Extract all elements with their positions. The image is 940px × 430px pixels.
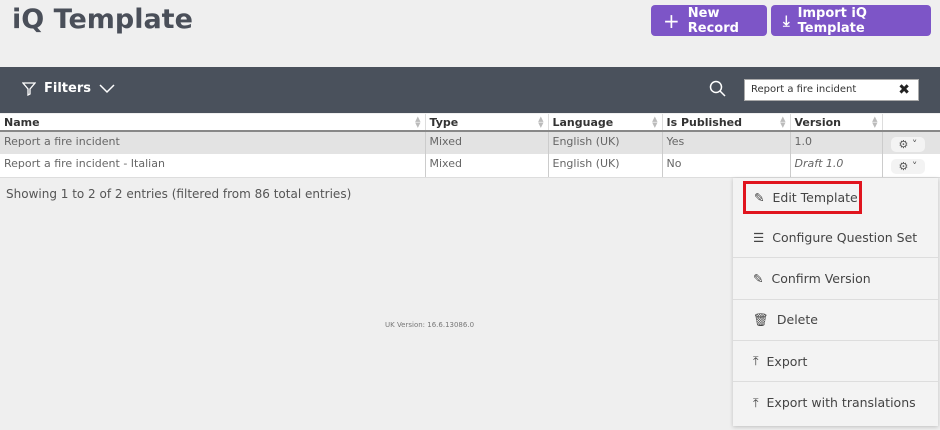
- edit-icon: ✎: [753, 270, 764, 286]
- cell-type: Mixed: [425, 131, 549, 154]
- cell-version: 1.0: [790, 131, 883, 154]
- column-header-type[interactable]: Type ▲ ▼: [425, 114, 549, 132]
- templates-table: Name ▲ ▼ Type ▲ ▼ Language ▲ ▼ Is Published ▲ ▼ …: [0, 114, 940, 178]
- table-row: Report a fire incident - Italian Mixed E…: [0, 154, 940, 178]
- plus-icon: +: [663, 8, 680, 33]
- filter-icon: [22, 81, 36, 96]
- import-template-button[interactable]: ⤓ Import iQ Template: [771, 5, 931, 36]
- filters-toggle[interactable]: Filters: [22, 81, 115, 96]
- menu-item-confirm-version[interactable]: ✎ Confirm Version: [733, 258, 938, 300]
- cell-type: Mixed: [425, 154, 549, 178]
- entries-info: Showing 1 to 2 of 2 entries (filtered fr…: [6, 187, 352, 201]
- sort-icon: ▲ ▼: [652, 115, 658, 129]
- column-header-name[interactable]: Name ▲ ▼: [0, 114, 426, 132]
- column-header-version[interactable]: Version ▲ ▼: [790, 114, 883, 132]
- new-record-button[interactable]: + New Record: [651, 5, 767, 36]
- chevron-down-icon: [99, 83, 115, 93]
- menu-item-edit-template[interactable]: ✎ Edit Template: [743, 181, 862, 214]
- clear-search-icon[interactable]: ✖: [898, 82, 910, 98]
- column-header-language[interactable]: Language ▲ ▼: [548, 114, 663, 132]
- edit-icon: ✎: [754, 190, 765, 205]
- gear-icon[interactable]: ⚙ ˅: [890, 137, 926, 152]
- cell-published: Yes: [662, 131, 791, 154]
- actions-menu: ✎ Edit Template ☰ Configure Question Set ✎…: [733, 178, 938, 426]
- cell-name: Report a fire incident - Italian: [0, 154, 426, 178]
- column-header-actions: [882, 114, 940, 132]
- app-version: UK Version: 16.6.13086.0: [385, 321, 475, 329]
- search-icon[interactable]: [709, 80, 727, 98]
- upload-icon: ⤒: [753, 353, 759, 369]
- menu-item-configure-question-set[interactable]: ☰ Configure Question Set: [733, 217, 938, 259]
- sort-icon: ▲ ▼: [415, 115, 421, 129]
- cell-published: No: [662, 154, 791, 178]
- cell-name: Report a fire incident: [0, 131, 426, 154]
- column-header-is-published[interactable]: Is Published ▲ ▼: [662, 114, 791, 132]
- filter-bar: Filters Report a fire incident ✖: [0, 67, 940, 113]
- gear-icon[interactable]: ⚙ ˅: [890, 159, 926, 174]
- search-input[interactable]: Report a fire incident ✖: [744, 79, 919, 101]
- menu-item-delete[interactable]: 🗑 Delete: [733, 300, 938, 341]
- sort-icon: ▲ ▼: [872, 115, 878, 129]
- cell-language: English (UK): [548, 131, 663, 154]
- cell-language: English (UK): [548, 154, 663, 178]
- menu-item-export[interactable]: ⤒ Export: [733, 341, 938, 383]
- page-title: iQ Template: [12, 4, 193, 35]
- table-row: Report a fire incident Mixed English (UK…: [0, 131, 940, 154]
- cell-version: Draft 1.0: [790, 154, 883, 178]
- menu-item-export-translations[interactable]: ⤒ Export with translations: [753, 394, 916, 411]
- upload-icon: ⤒: [753, 394, 759, 410]
- sort-icon: ▲ ▼: [780, 115, 786, 129]
- download-icon: ⤓: [783, 11, 790, 30]
- list-icon: ☰: [753, 229, 765, 245]
- sort-icon: ▲ ▼: [538, 115, 544, 129]
- trash-icon: 🗑: [753, 311, 769, 327]
